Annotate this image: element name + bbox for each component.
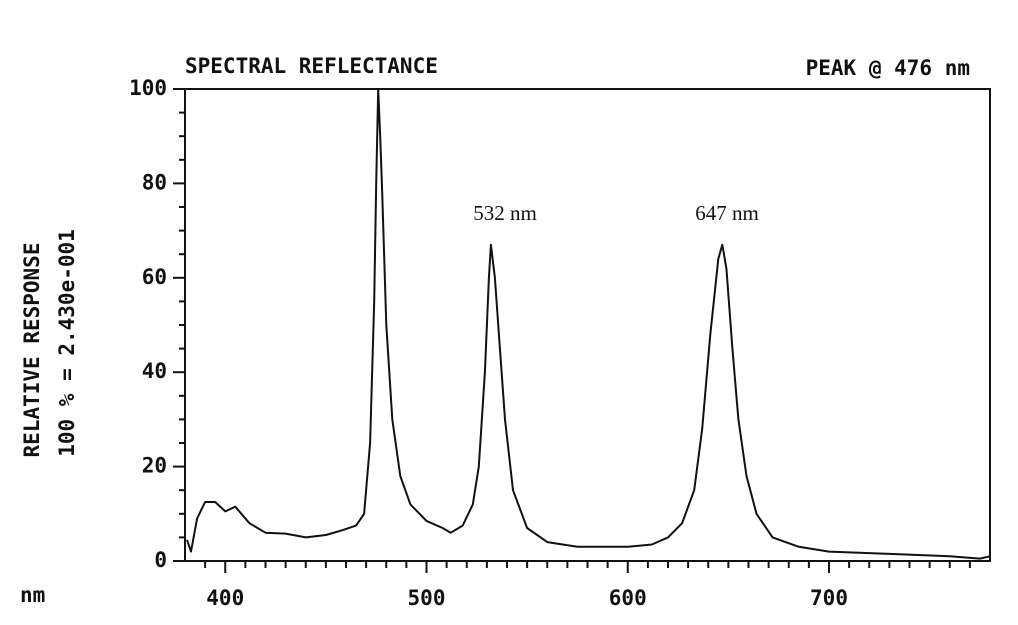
y-tick-label: 40 bbox=[142, 359, 167, 383]
x-tick-label: 500 bbox=[408, 586, 446, 610]
y-tick-label: 60 bbox=[142, 265, 167, 289]
x-tick-label: 600 bbox=[609, 586, 647, 610]
chart-subtitle: PEAK @ 476 nm bbox=[806, 56, 970, 80]
data-line bbox=[186, 88, 991, 560]
y-axis-label: RELATIVE RESPONSE bbox=[20, 243, 44, 458]
y-axis-label-2: 100 % = 2.430e-001 bbox=[55, 229, 79, 457]
chart-title: SPECTRAL REFLECTANCE bbox=[185, 54, 438, 78]
annotation: 647 nm bbox=[695, 201, 759, 225]
annotation: 532 nm bbox=[473, 201, 537, 225]
x-axis-label: nm bbox=[20, 583, 45, 607]
x-tick-label: 400 bbox=[206, 586, 244, 610]
y-tick-label: 100 bbox=[129, 76, 167, 100]
y-tick-label: 20 bbox=[142, 454, 167, 478]
y-tick-label: 0 bbox=[154, 548, 167, 572]
y-tick-label: 80 bbox=[142, 170, 167, 194]
x-tick-label: 700 bbox=[810, 586, 848, 610]
plot-frame bbox=[184, 88, 991, 562]
